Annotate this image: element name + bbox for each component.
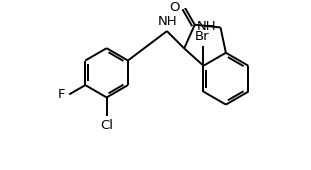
Text: Cl: Cl [100,119,113,132]
Text: Br: Br [195,30,210,43]
Text: O: O [169,1,180,14]
Text: NH: NH [197,20,216,33]
Text: NH: NH [158,15,178,28]
Text: F: F [58,88,65,101]
